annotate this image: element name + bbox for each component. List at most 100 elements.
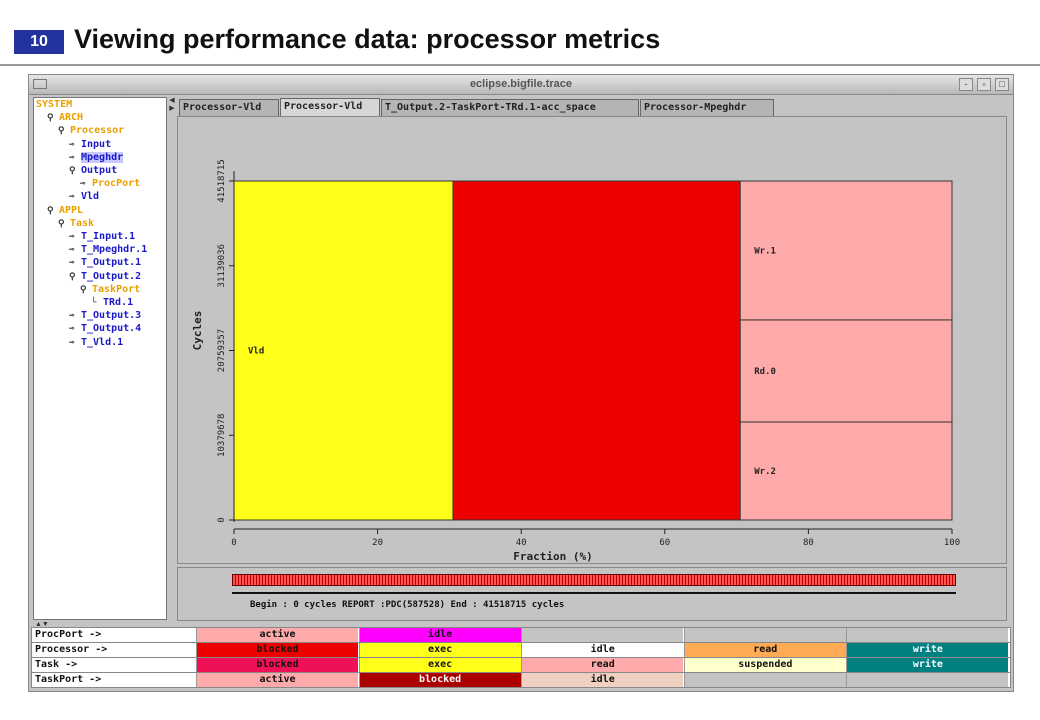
- expanded-node-icon[interactable]: ⚲: [58, 126, 65, 137]
- tree-node-procport[interactable]: ⊸ ProcPort: [80, 178, 140, 191]
- minimize-button[interactable]: -: [959, 78, 973, 91]
- legend-row: Processor -> blocked exec idle read write: [32, 643, 1010, 658]
- collapsed-node-icon[interactable]: ⊸: [69, 192, 75, 203]
- state-legend: ProcPort -> active idle Processor -> blocked…: [31, 627, 1011, 688]
- legend-state-read: read: [683, 643, 846, 657]
- legend-state-active: active: [196, 628, 358, 642]
- legend-state-blocked: blocked: [196, 643, 358, 657]
- collapsed-node-icon[interactable]: ⊸: [69, 258, 75, 269]
- tree-node-vld[interactable]: ⊸ Vld: [69, 191, 99, 204]
- tree-node-arch[interactable]: ⚲ ARCH: [47, 112, 83, 125]
- expanded-node-icon[interactable]: ⚲: [47, 205, 54, 216]
- legend-state-empty: [846, 628, 1009, 642]
- tree-node-t-output-1[interactable]: ⊸ T_Output.1: [69, 257, 141, 270]
- expanded-node-icon[interactable]: ⚲: [58, 218, 65, 229]
- tree-node-label: T_Input.1: [81, 231, 136, 242]
- legend-state-exec: exec: [358, 658, 521, 672]
- tree-node-label: Vld: [81, 191, 100, 203]
- legend-state-exec: exec: [358, 643, 521, 657]
- leaf-link-icon[interactable]: └: [91, 298, 97, 308]
- legend-state-write: write: [846, 643, 1009, 657]
- tree-node-t-output-2[interactable]: ⚲ T_Output.2: [69, 271, 141, 284]
- x-tick-label: 80: [803, 538, 814, 548]
- maximize-button[interactable]: □: [995, 78, 1009, 91]
- timeline-bar[interactable]: [232, 574, 956, 586]
- tree-scroll-arrows-icon[interactable]: ▲▼: [35, 621, 49, 628]
- legend-state-suspended: suspended: [683, 658, 846, 672]
- chart-panel: Vld Wr.1 Rd.0 Wr.2 0 20 40 60 80 100 0 10379678 2075…: [177, 116, 1007, 564]
- timeline-panel: Begin : 0 cycles REPORT :PDC(587528) End…: [177, 567, 1007, 621]
- tree-node-t-input-1[interactable]: ⊸ T_Input.1: [69, 231, 135, 244]
- tree-node-label: T_Vld.1: [81, 336, 124, 348]
- collapsed-node-icon[interactable]: ⊸: [69, 245, 75, 256]
- expanded-node-icon[interactable]: ⚲: [69, 271, 76, 282]
- tree-node-mpeghdr[interactable]: ⊸ Mpeghdr: [69, 151, 124, 165]
- timeline-status: Begin : 0 cycles REPORT :PDC(587528) End…: [250, 600, 565, 610]
- legend-state-idle: idle: [521, 673, 684, 687]
- segment-label: Wr.2: [754, 467, 776, 477]
- tree-node-label: TRd.1: [103, 297, 134, 308]
- collapsed-node-icon[interactable]: ⊸: [69, 152, 75, 163]
- tree-node-label: APPL: [59, 204, 84, 216]
- tab-processor-vld-2[interactable]: Processor-Vld: [280, 98, 380, 116]
- legend-row: Task -> blocked exec read suspended write: [32, 658, 1010, 673]
- splitter-right-arrow-icon[interactable]: ▶: [169, 105, 175, 112]
- tree-node-input[interactable]: ⊸ Input: [69, 139, 111, 152]
- collapsed-node-icon[interactable]: ⊸: [69, 311, 75, 322]
- tree-node-label: ProcPort: [92, 178, 141, 190]
- tree-node-label: T_Output.2: [81, 270, 142, 282]
- tab-processor-mpeghdr[interactable]: Processor-Mpeghdr: [640, 99, 774, 116]
- x-tick-label: 20: [372, 538, 383, 548]
- legend-state-active: active: [196, 673, 358, 687]
- tree-node-t-output-4[interactable]: ⊸ T_Output.4: [69, 323, 141, 336]
- expanded-node-icon[interactable]: ⚲: [80, 284, 87, 295]
- splitter-left-arrow-icon[interactable]: ◀: [169, 97, 175, 104]
- collapsed-node-icon[interactable]: ⊸: [69, 139, 75, 150]
- tab-processor-vld-1[interactable]: Processor-Vld: [179, 99, 279, 116]
- trace-viewer-window: eclipse.bigfile.trace - ▫ □ SYSTEM ⚲ ARCH ⚲…: [28, 74, 1014, 692]
- chart-segment-blocked: [452, 180, 741, 521]
- tree-node-appl[interactable]: ⚲ APPL: [47, 205, 83, 218]
- tree-node-label: T_Output.3: [81, 310, 142, 322]
- segment-label: Rd.0: [754, 367, 776, 377]
- expanded-node-icon[interactable]: ⚲: [69, 166, 76, 176]
- slide-title: Viewing performance data: processor metr…: [74, 24, 661, 54]
- tree-node-label: Processor: [70, 125, 125, 137]
- tree-node-system[interactable]: SYSTEM: [36, 99, 72, 112]
- window-titlebar[interactable]: eclipse.bigfile.trace - ▫ □: [29, 75, 1013, 95]
- tree-node-label: SYSTEM: [36, 99, 73, 110]
- chart-segment-write: [739, 421, 953, 521]
- tree-node-t-mpeghdr-1[interactable]: ⊸ T_Mpeghdr.1: [69, 244, 147, 257]
- legend-state-read: read: [521, 658, 684, 672]
- hierarchy-tree[interactable]: SYSTEM ⚲ ARCH ⚲ Processor ⊸ Input ⊸ Mpeghdr ⚲ Outp…: [33, 97, 167, 620]
- y-tick-label: 0: [217, 517, 227, 522]
- x-tick-label: 0: [231, 538, 236, 548]
- x-tick-label: 60: [659, 538, 670, 548]
- y-tick-label: 31139036: [217, 244, 227, 287]
- expanded-node-icon[interactable]: ⚲: [47, 113, 54, 124]
- collapsed-node-icon[interactable]: ⊸: [69, 324, 75, 335]
- y-tick-label: 41518715: [217, 159, 227, 202]
- tree-node-task[interactable]: ⚲ Task: [58, 218, 94, 231]
- y-tick-label: 10379678: [217, 414, 227, 457]
- collapsed-node-icon[interactable]: ⊸: [69, 232, 75, 242]
- restore-button[interactable]: ▫: [977, 78, 991, 91]
- legend-state-empty: [521, 628, 684, 642]
- slide-number: 10: [14, 30, 64, 54]
- tab-output-taskport-trd[interactable]: T_Output.2-TaskPort-TRd.1-acc_space: [381, 99, 639, 116]
- legend-row-name: Processor ->: [32, 643, 196, 657]
- tree-node-trd-1[interactable]: └ TRd.1: [91, 297, 133, 310]
- tree-node-t-output-3[interactable]: ⊸ T_Output.3: [69, 310, 141, 323]
- collapsed-node-icon[interactable]: ⊸: [80, 179, 86, 190]
- tree-node-taskport[interactable]: ⚲ TaskPort: [80, 284, 140, 297]
- pane-splitter[interactable]: ◀ ▶: [169, 97, 175, 620]
- legend-row: ProcPort -> active idle: [32, 628, 1010, 643]
- tree-node-label: T_Output.1: [81, 257, 142, 269]
- tree-node-output[interactable]: ⚲ Output: [69, 165, 117, 178]
- tree-node-processor[interactable]: ⚲ Processor: [58, 125, 124, 138]
- y-axis-label: Cycles: [191, 311, 204, 351]
- collapsed-node-icon[interactable]: ⊸: [69, 337, 75, 348]
- tree-node-label: ARCH: [59, 112, 84, 124]
- window-menu-icon[interactable]: [33, 79, 47, 89]
- tree-node-t-vld-1[interactable]: ⊸ T_Vld.1: [69, 337, 123, 350]
